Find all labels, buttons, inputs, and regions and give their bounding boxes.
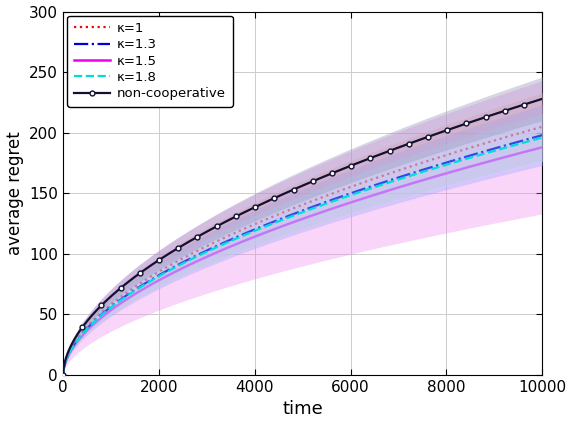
- κ=1.5: [59, 372, 66, 377]
- κ=1: [452, 150, 459, 155]
- κ=1.8: [290, 213, 297, 218]
- non-cooperative: [59, 372, 66, 377]
- non-cooperative: [527, 100, 534, 105]
- κ=1.3: [345, 192, 352, 197]
- κ=1.8: [539, 135, 546, 140]
- κ=1.3: [319, 201, 326, 206]
- Y-axis label: average regret: average regret: [6, 131, 23, 255]
- κ=1.3: [539, 133, 546, 138]
- non-cooperative: [452, 125, 459, 130]
- κ=1.5: [527, 148, 534, 153]
- κ=1: [319, 195, 326, 200]
- κ=1.3: [527, 136, 534, 141]
- κ=1: [539, 124, 546, 129]
- κ=1.3: [287, 212, 294, 218]
- non-cooperative: [319, 175, 326, 180]
- κ=1: [287, 207, 294, 212]
- Legend: κ=1, κ=1.3, κ=1.5, κ=1.8, non-cooperative: κ=1, κ=1.3, κ=1.5, κ=1.8, non-cooperativ…: [67, 16, 233, 107]
- Line: κ=1.8: κ=1.8: [63, 137, 542, 375]
- κ=1.5: [319, 209, 326, 215]
- κ=1.3: [59, 372, 66, 377]
- κ=1.8: [345, 193, 352, 198]
- κ=1: [527, 127, 534, 132]
- κ=1.5: [287, 220, 294, 226]
- κ=1.8: [287, 214, 294, 219]
- Line: κ=1.3: κ=1.3: [63, 135, 542, 375]
- κ=1.8: [59, 372, 66, 377]
- Line: non-cooperative: non-cooperative: [61, 96, 545, 377]
- κ=1.8: [527, 138, 534, 143]
- κ=1.5: [539, 145, 546, 150]
- κ=1: [345, 185, 352, 190]
- κ=1.5: [290, 220, 297, 225]
- X-axis label: time: time: [283, 400, 323, 418]
- κ=1.3: [452, 157, 459, 162]
- non-cooperative: [290, 187, 297, 192]
- Line: κ=1.5: κ=1.5: [63, 147, 542, 375]
- κ=1.5: [452, 168, 459, 173]
- Line: κ=1: κ=1: [63, 127, 542, 375]
- non-cooperative: [539, 96, 546, 101]
- non-cooperative: [287, 188, 294, 193]
- non-cooperative: [345, 164, 352, 169]
- κ=1.3: [290, 212, 297, 217]
- κ=1.5: [345, 201, 352, 206]
- κ=1.8: [452, 159, 459, 165]
- κ=1: [59, 372, 66, 377]
- κ=1.8: [319, 203, 326, 208]
- κ=1: [290, 206, 297, 211]
